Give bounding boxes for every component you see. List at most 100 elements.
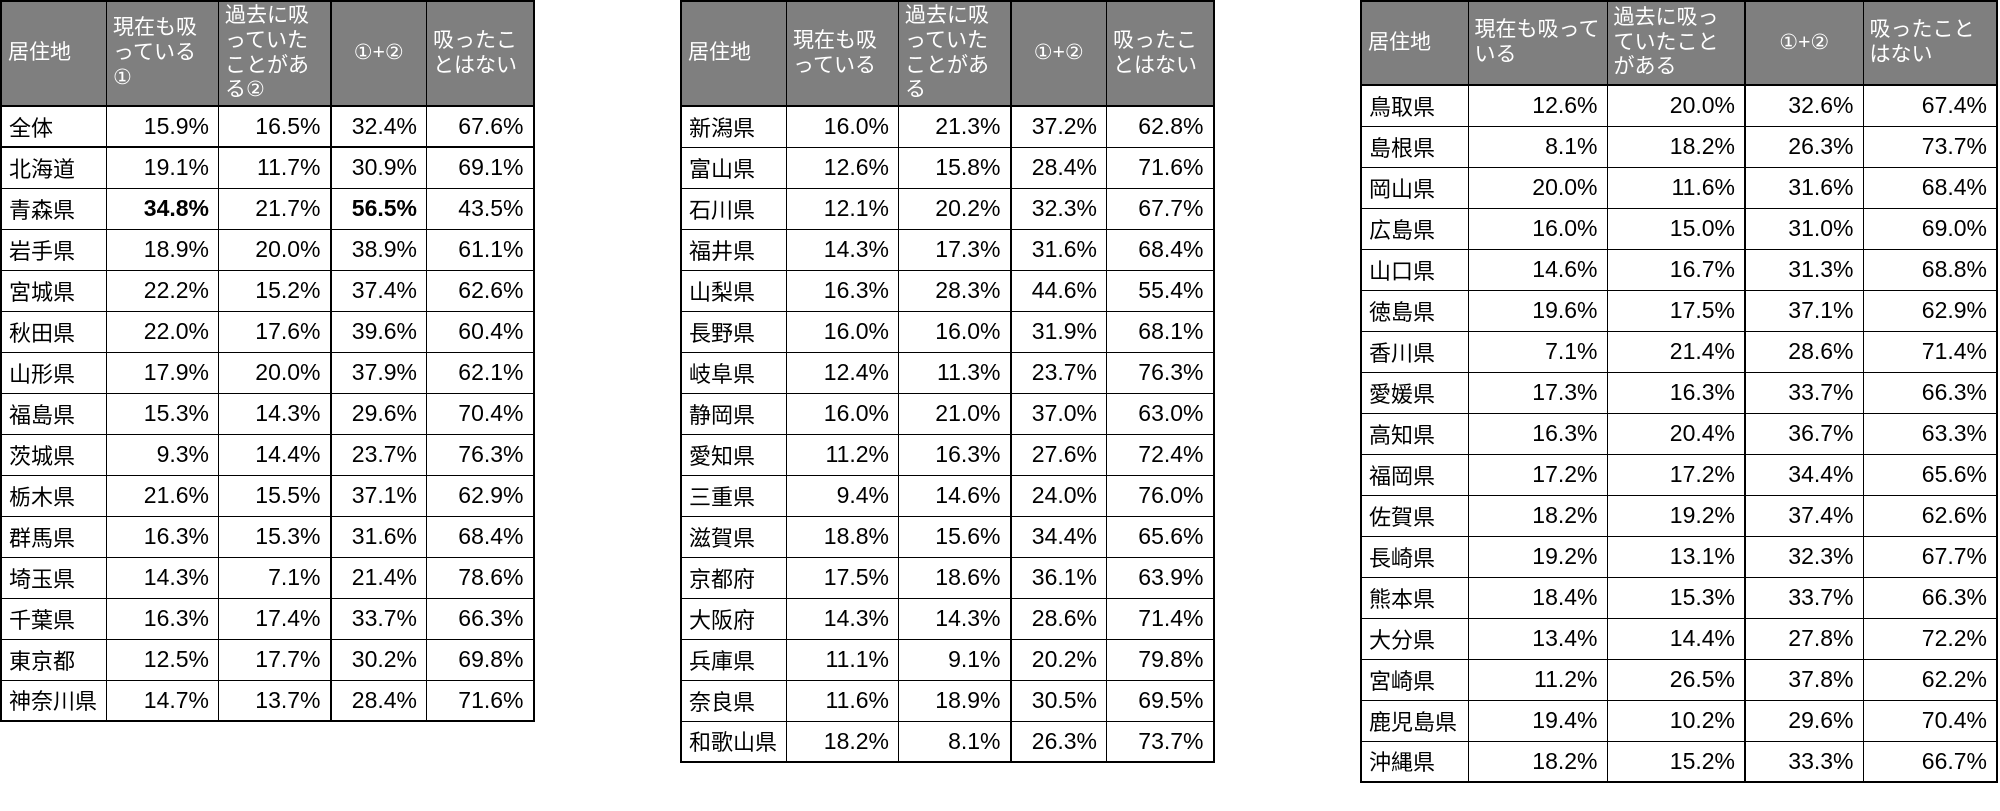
region-cell: 宮崎県 <box>1360 658 1469 701</box>
value-cell: 71.6% <box>426 679 535 722</box>
value-cell: 26.3% <box>1009 720 1108 763</box>
value-cell: 55.4% <box>1106 269 1215 312</box>
value-cell: 13.1% <box>1606 535 1746 578</box>
value-cell: 16.5% <box>218 105 332 149</box>
table-row: 茨城県 9.3% 14.4% 23.7% 76.3% <box>0 433 535 476</box>
residence-column-header: 居住地 <box>1360 0 1469 86</box>
table-row: 千葉県 16.3% 17.4% 33.7% 66.3% <box>0 597 535 640</box>
header-row: 居住地 現在も吸っている 過去に吸っていたことがある ①+② 吸ったことはない <box>1360 0 1998 86</box>
region-cell: 長崎県 <box>1360 535 1469 578</box>
value-cell: 15.2% <box>1606 740 1746 783</box>
value-cell: 31.9% <box>1009 310 1108 353</box>
value-cell: 19.2% <box>1606 494 1746 537</box>
value-cell: 28.4% <box>329 679 428 722</box>
value-cell: 22.0% <box>106 310 220 353</box>
value-cell: 18.2% <box>1467 740 1608 783</box>
value-cell: 33.7% <box>1744 576 1864 619</box>
value-cell: 36.1% <box>1009 556 1108 599</box>
value-cell: 76.3% <box>1106 351 1215 394</box>
table-3-header: 居住地 現在も吸っている 過去に吸っていたことがある ①+② 吸ったことはない <box>1360 0 1998 86</box>
value-cell: 16.3% <box>106 597 220 640</box>
region-cell: 山形県 <box>0 351 108 394</box>
value-cell: 29.6% <box>329 392 428 435</box>
table-row: 和歌山県 18.2% 8.1% 26.3% 73.7% <box>680 720 1215 763</box>
table-row: 新潟県 16.0% 21.3% 37.2% 62.8% <box>680 105 1215 148</box>
value-cell: 11.3% <box>898 351 1012 394</box>
value-cell: 32.4% <box>329 105 428 149</box>
region-cell: 茨城県 <box>0 433 108 476</box>
value-cell: 33.7% <box>329 597 428 640</box>
table-row: 長崎県 19.2% 13.1% 32.3% 67.7% <box>1360 535 1998 578</box>
value-cell: 16.3% <box>1467 412 1608 455</box>
value-cell: 31.6% <box>1744 166 1864 209</box>
table-row: 北海道 19.1% 11.7% 30.9% 69.1% <box>0 146 535 189</box>
value-column-header: 現在も吸っている① <box>106 0 220 108</box>
table-1-body: 全体 15.9% 16.5% 32.4% 67.6% 北海道 19.1% 11.7% 30.9%… <box>0 105 535 722</box>
value-cell: 68.1% <box>1106 310 1215 353</box>
value-cell: 21.0% <box>898 392 1012 435</box>
value-cell: 18.6% <box>898 556 1012 599</box>
value-cell: 23.7% <box>329 433 428 476</box>
table-row: 奈良県 11.6% 18.9% 30.5% 69.5% <box>680 679 1215 722</box>
table-row: 福井県 14.3% 17.3% 31.6% 68.4% <box>680 228 1215 271</box>
value-cell: 71.4% <box>1862 330 1998 373</box>
value-cell: 14.3% <box>786 228 900 271</box>
value-cell: 62.8% <box>1106 105 1215 148</box>
header-row: 居住地 現在も吸っている 過去に吸っていたことがある ①+② 吸ったことはない <box>680 0 1215 108</box>
region-cell: 京都府 <box>680 556 788 599</box>
value-cell: 20.4% <box>1606 412 1746 455</box>
region-cell: 大分県 <box>1360 617 1469 660</box>
value-cell: 16.3% <box>106 515 220 558</box>
value-column-header: 過去に吸っていたことがある② <box>218 0 332 108</box>
region-cell: 兵庫県 <box>680 638 788 681</box>
value-cell: 65.6% <box>1106 515 1215 558</box>
value-cell: 28.6% <box>1009 597 1108 640</box>
region-cell: 山梨県 <box>680 269 788 312</box>
value-cell: 28.6% <box>1744 330 1864 373</box>
value-cell: 62.1% <box>426 351 535 394</box>
region-cell: 岩手県 <box>0 228 108 271</box>
value-column-header: ①+② <box>329 0 428 108</box>
value-cell: 37.8% <box>1744 658 1864 701</box>
table-row: 栃木県 21.6% 15.5% 37.1% 62.9% <box>0 474 535 517</box>
region-cell: 奈良県 <box>680 679 788 722</box>
table-row: 島根県 8.1% 18.2% 26.3% 73.7% <box>1360 125 1998 168</box>
value-cell: 11.6% <box>786 679 900 722</box>
value-cell: 39.6% <box>329 310 428 353</box>
region-cell: 広島県 <box>1360 207 1469 250</box>
value-cell: 65.6% <box>1862 453 1998 496</box>
value-cell: 37.4% <box>1744 494 1864 537</box>
region-cell: 福島県 <box>0 392 108 435</box>
value-cell: 17.7% <box>218 638 332 681</box>
region-cell: 鹿児島県 <box>1360 699 1469 742</box>
value-cell: 27.6% <box>1009 433 1108 476</box>
value-cell: 9.1% <box>898 638 1012 681</box>
value-cell: 17.2% <box>1606 453 1746 496</box>
value-cell: 73.7% <box>1862 125 1998 168</box>
value-cell: 28.3% <box>898 269 1012 312</box>
value-cell: 67.6% <box>426 105 535 149</box>
value-cell: 7.1% <box>218 556 332 599</box>
value-cell: 14.4% <box>218 433 332 476</box>
value-cell: 31.0% <box>1744 207 1864 250</box>
region-cell: 千葉県 <box>0 597 108 640</box>
value-cell: 12.1% <box>786 187 900 230</box>
region-cell: 愛知県 <box>680 433 788 476</box>
table-row: 高知県 16.3% 20.4% 36.7% 63.3% <box>1360 412 1998 455</box>
value-cell: 66.3% <box>1862 576 1998 619</box>
value-cell: 37.2% <box>1009 105 1108 148</box>
value-cell: 63.0% <box>1106 392 1215 435</box>
value-cell: 17.2% <box>1467 453 1608 496</box>
value-cell: 70.4% <box>426 392 535 435</box>
table-row: 三重県 9.4% 14.6% 24.0% 76.0% <box>680 474 1215 517</box>
table-row: 宮崎県 11.2% 26.5% 37.8% 62.2% <box>1360 658 1998 701</box>
value-cell: 69.8% <box>426 638 535 681</box>
table-row: 熊本県 18.4% 15.3% 33.7% 66.3% <box>1360 576 1998 619</box>
table-row: 群馬県 16.3% 15.3% 31.6% 68.4% <box>0 515 535 558</box>
value-cell: 21.3% <box>898 105 1012 148</box>
value-cell: 18.4% <box>1467 576 1608 619</box>
value-cell: 17.4% <box>218 597 332 640</box>
value-cell: 72.4% <box>1106 433 1215 476</box>
region-cell: 沖縄県 <box>1360 740 1469 783</box>
region-cell: 福岡県 <box>1360 453 1469 496</box>
